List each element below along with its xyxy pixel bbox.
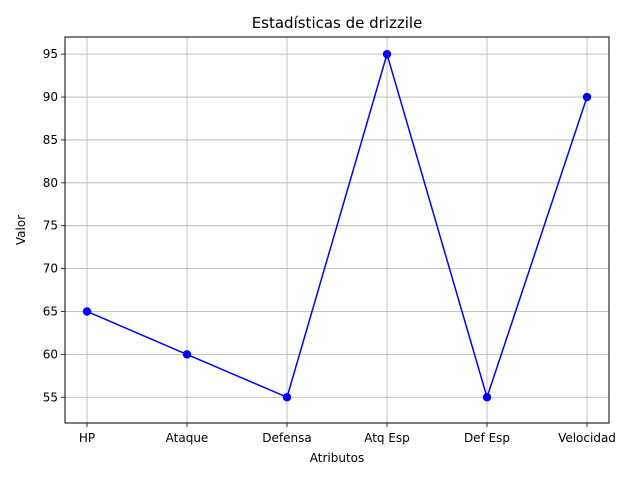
y-axis-label: Valor — [14, 215, 28, 245]
y-tick-label: 85 — [43, 133, 58, 147]
data-point — [182, 350, 192, 359]
data-point — [482, 393, 492, 402]
series-line — [86, 51, 588, 400]
y-tick-label: 70 — [43, 262, 58, 276]
y-tick-label: 75 — [43, 219, 58, 233]
y-tick-label: 65 — [43, 304, 58, 318]
x-axis-label: Atributos — [310, 451, 365, 465]
y-tick-label: 80 — [43, 176, 58, 190]
x-tick-label: Defensa — [262, 431, 311, 445]
plot-frame — [64, 36, 610, 424]
chart-title: Estadísticas de drizzile — [252, 14, 423, 32]
y-tick-label: 60 — [43, 347, 58, 361]
grid — [65, 37, 609, 423]
data-point — [282, 393, 292, 402]
data-point — [382, 49, 392, 59]
x-tick-label: Atq Esp — [364, 431, 410, 445]
x-tick-label: HP — [79, 431, 95, 445]
data-point — [82, 307, 92, 316]
x-tick-label: Ataque — [166, 431, 209, 445]
y-tick-label: 55 — [43, 390, 58, 404]
x-tick-label: Velocidad — [558, 431, 616, 445]
y-tick-label: 95 — [43, 47, 58, 61]
series-layer — [82, 49, 592, 402]
ticks: HP Ataque Defensa Atq Esp Def Esp Velocidad 55… — [43, 47, 616, 445]
data-point — [582, 92, 592, 102]
x-tick-label: Def Esp — [464, 431, 510, 445]
y-tick-label: 90 — [43, 90, 58, 104]
